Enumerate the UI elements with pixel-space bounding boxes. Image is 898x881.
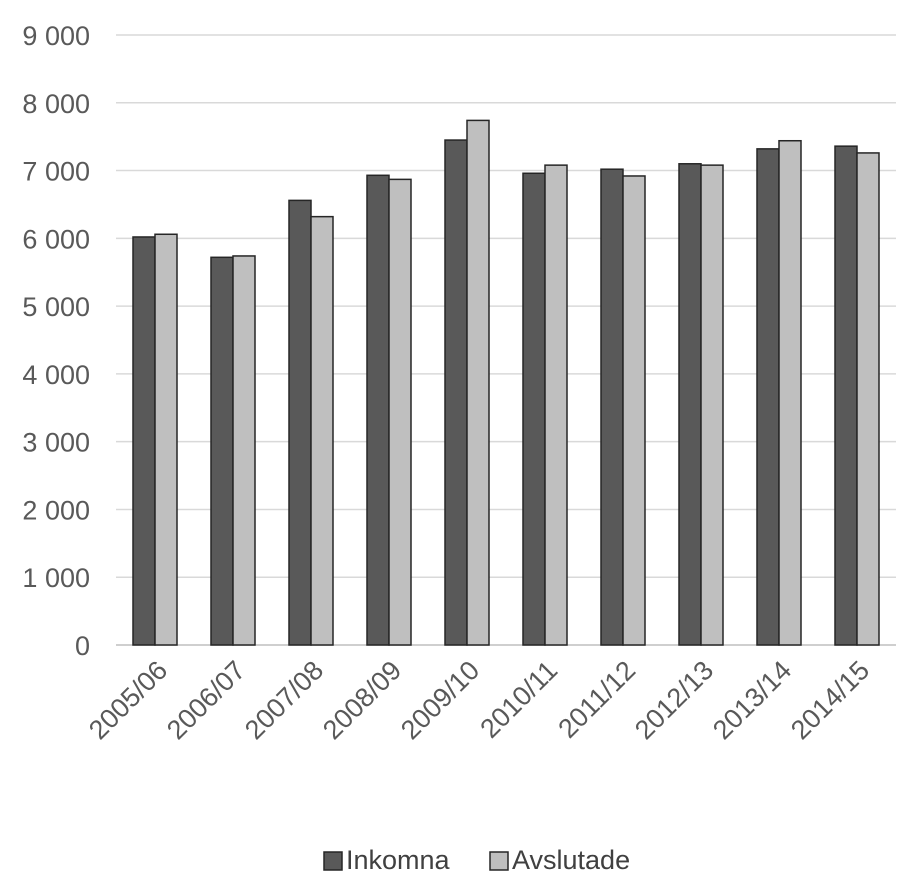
bar-inkomna xyxy=(132,236,156,646)
legend-swatch xyxy=(489,851,509,871)
bar-group xyxy=(600,168,646,646)
legend-item-inkomna: Inkomna xyxy=(323,845,451,875)
legend-label: Avslutade xyxy=(512,845,630,875)
x-tick-label: 2007/08 xyxy=(239,655,329,745)
y-tick-label: 7 000 xyxy=(22,157,90,187)
legend-item-avslutade: Avslutade xyxy=(489,845,630,875)
bars xyxy=(132,119,880,646)
y-tick-label: 2 000 xyxy=(22,495,90,525)
x-tick-label: 2008/09 xyxy=(317,655,407,745)
bar-avslutade xyxy=(544,164,568,646)
x-tick-label: 2010/11 xyxy=(474,655,563,744)
bar-avslutade xyxy=(388,178,412,646)
x-axis-tick-labels: 2005/062006/072007/082008/092009/102010/… xyxy=(83,655,875,745)
y-tick-label: 0 xyxy=(75,631,90,661)
bar-group xyxy=(678,163,724,646)
bar-avslutade xyxy=(232,255,256,646)
x-tick-label: 2013/14 xyxy=(707,655,797,745)
legend: Inkomna Avslutade xyxy=(323,845,630,875)
bar-group xyxy=(522,164,568,646)
bar-avslutade xyxy=(700,164,724,646)
legend-swatch xyxy=(323,851,343,871)
bar-inkomna xyxy=(444,139,468,646)
bar-group xyxy=(288,199,334,646)
bar-group xyxy=(444,119,490,646)
bar-avslutade xyxy=(154,233,178,646)
bar-inkomna xyxy=(834,145,858,646)
y-tick-label: 1 000 xyxy=(22,563,90,593)
bar-avslutade xyxy=(856,152,880,646)
x-tick-label: 2014/15 xyxy=(785,655,875,745)
bar-inkomna xyxy=(210,256,234,646)
bar-inkomna xyxy=(522,172,546,646)
y-tick-label: 8 000 xyxy=(22,89,90,119)
y-tick-label: 5 000 xyxy=(22,292,90,322)
bar-inkomna xyxy=(288,199,312,646)
bar-group xyxy=(366,174,412,646)
legend-label: Inkomna xyxy=(346,845,451,875)
bar-avslutade xyxy=(622,175,646,646)
bar-group xyxy=(756,139,802,646)
bar-avslutade xyxy=(778,139,802,646)
y-tick-label: 3 000 xyxy=(22,428,90,458)
bar-group xyxy=(210,255,256,646)
bar-inkomna xyxy=(756,148,780,646)
bar-group xyxy=(132,233,178,646)
bar-inkomna xyxy=(366,174,390,646)
bar-avslutade xyxy=(466,119,490,646)
x-tick-label: 2006/07 xyxy=(161,655,251,745)
y-axis-tick-labels: 0 1 000 2 000 3 000 4 000 5 000 6 000 7 000 8 00… xyxy=(22,21,90,661)
x-tick-label: 2005/06 xyxy=(83,655,173,745)
x-tick-label: 2011/12 xyxy=(552,655,641,744)
bar-avslutade xyxy=(310,215,334,646)
bar-inkomna xyxy=(600,168,624,646)
bar-group xyxy=(834,145,880,646)
x-tick-label: 2009/10 xyxy=(395,655,485,745)
x-tick-label: 2012/13 xyxy=(629,655,719,745)
y-tick-label: 4 000 xyxy=(22,360,90,390)
bar-inkomna xyxy=(678,163,702,646)
y-tick-label: 9 000 xyxy=(22,21,90,51)
y-tick-label: 6 000 xyxy=(22,224,90,254)
